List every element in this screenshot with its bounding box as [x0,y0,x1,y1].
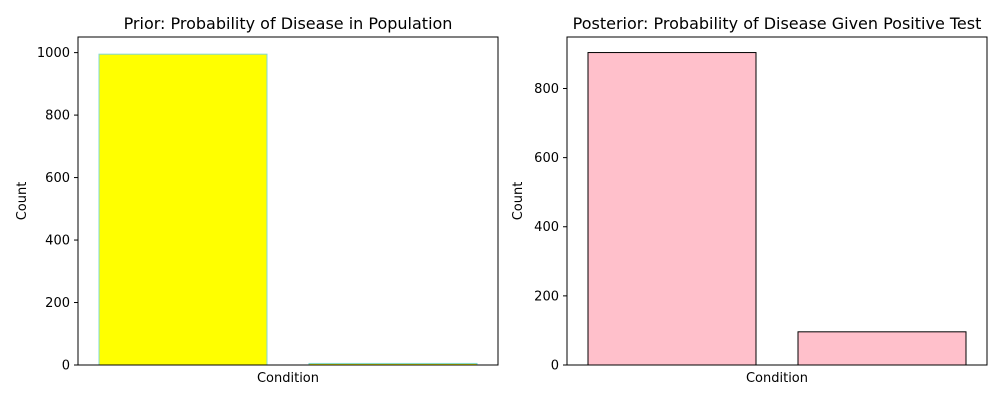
posterior-chart-title: Posterior: Probability of Disease Given … [573,14,982,33]
posterior-bar-1 [587,52,757,366]
prior-plot-frame [77,36,499,366]
prior-x-axis-label: Condition [257,371,319,386]
posterior-y-tick-label: 200 [534,289,559,304]
prior-y-tick-label: 400 [45,234,70,249]
posterior-y-tick-label: 0 [551,359,559,374]
prior-y-ticks: 0 200 400 600 800 1000 [37,46,78,374]
posterior-y-ticks: 0 200 400 600 800 [534,82,567,374]
posterior-bar-2 [797,331,967,366]
posterior-x-axis-label: Condition [746,371,808,386]
posterior-y-tick-label: 400 [534,220,559,235]
posterior-plot-frame [566,36,988,366]
prior-chart-panel: Prior: Probability of Disease in Populat… [15,14,499,386]
posterior-y-tick-label: 800 [534,82,559,97]
prior-bar-group [98,53,478,366]
prior-y-tick-label: 600 [45,171,70,186]
prior-y-tick-label: 800 [45,109,70,124]
prior-y-tick-label: 1000 [37,46,70,61]
prior-chart-title: Prior: Probability of Disease in Populat… [124,14,453,33]
posterior-y-axis-label: Count [511,182,526,221]
prior-y-axis-label: Count [15,182,30,221]
prior-bar-1 [98,53,268,366]
posterior-bar-group [587,52,967,366]
prior-y-tick-label: 0 [62,359,70,374]
posterior-y-tick-label: 600 [534,151,559,166]
posterior-chart-panel: Posterior: Probability of Disease Given … [511,14,988,386]
prior-y-tick-label: 200 [45,296,70,311]
